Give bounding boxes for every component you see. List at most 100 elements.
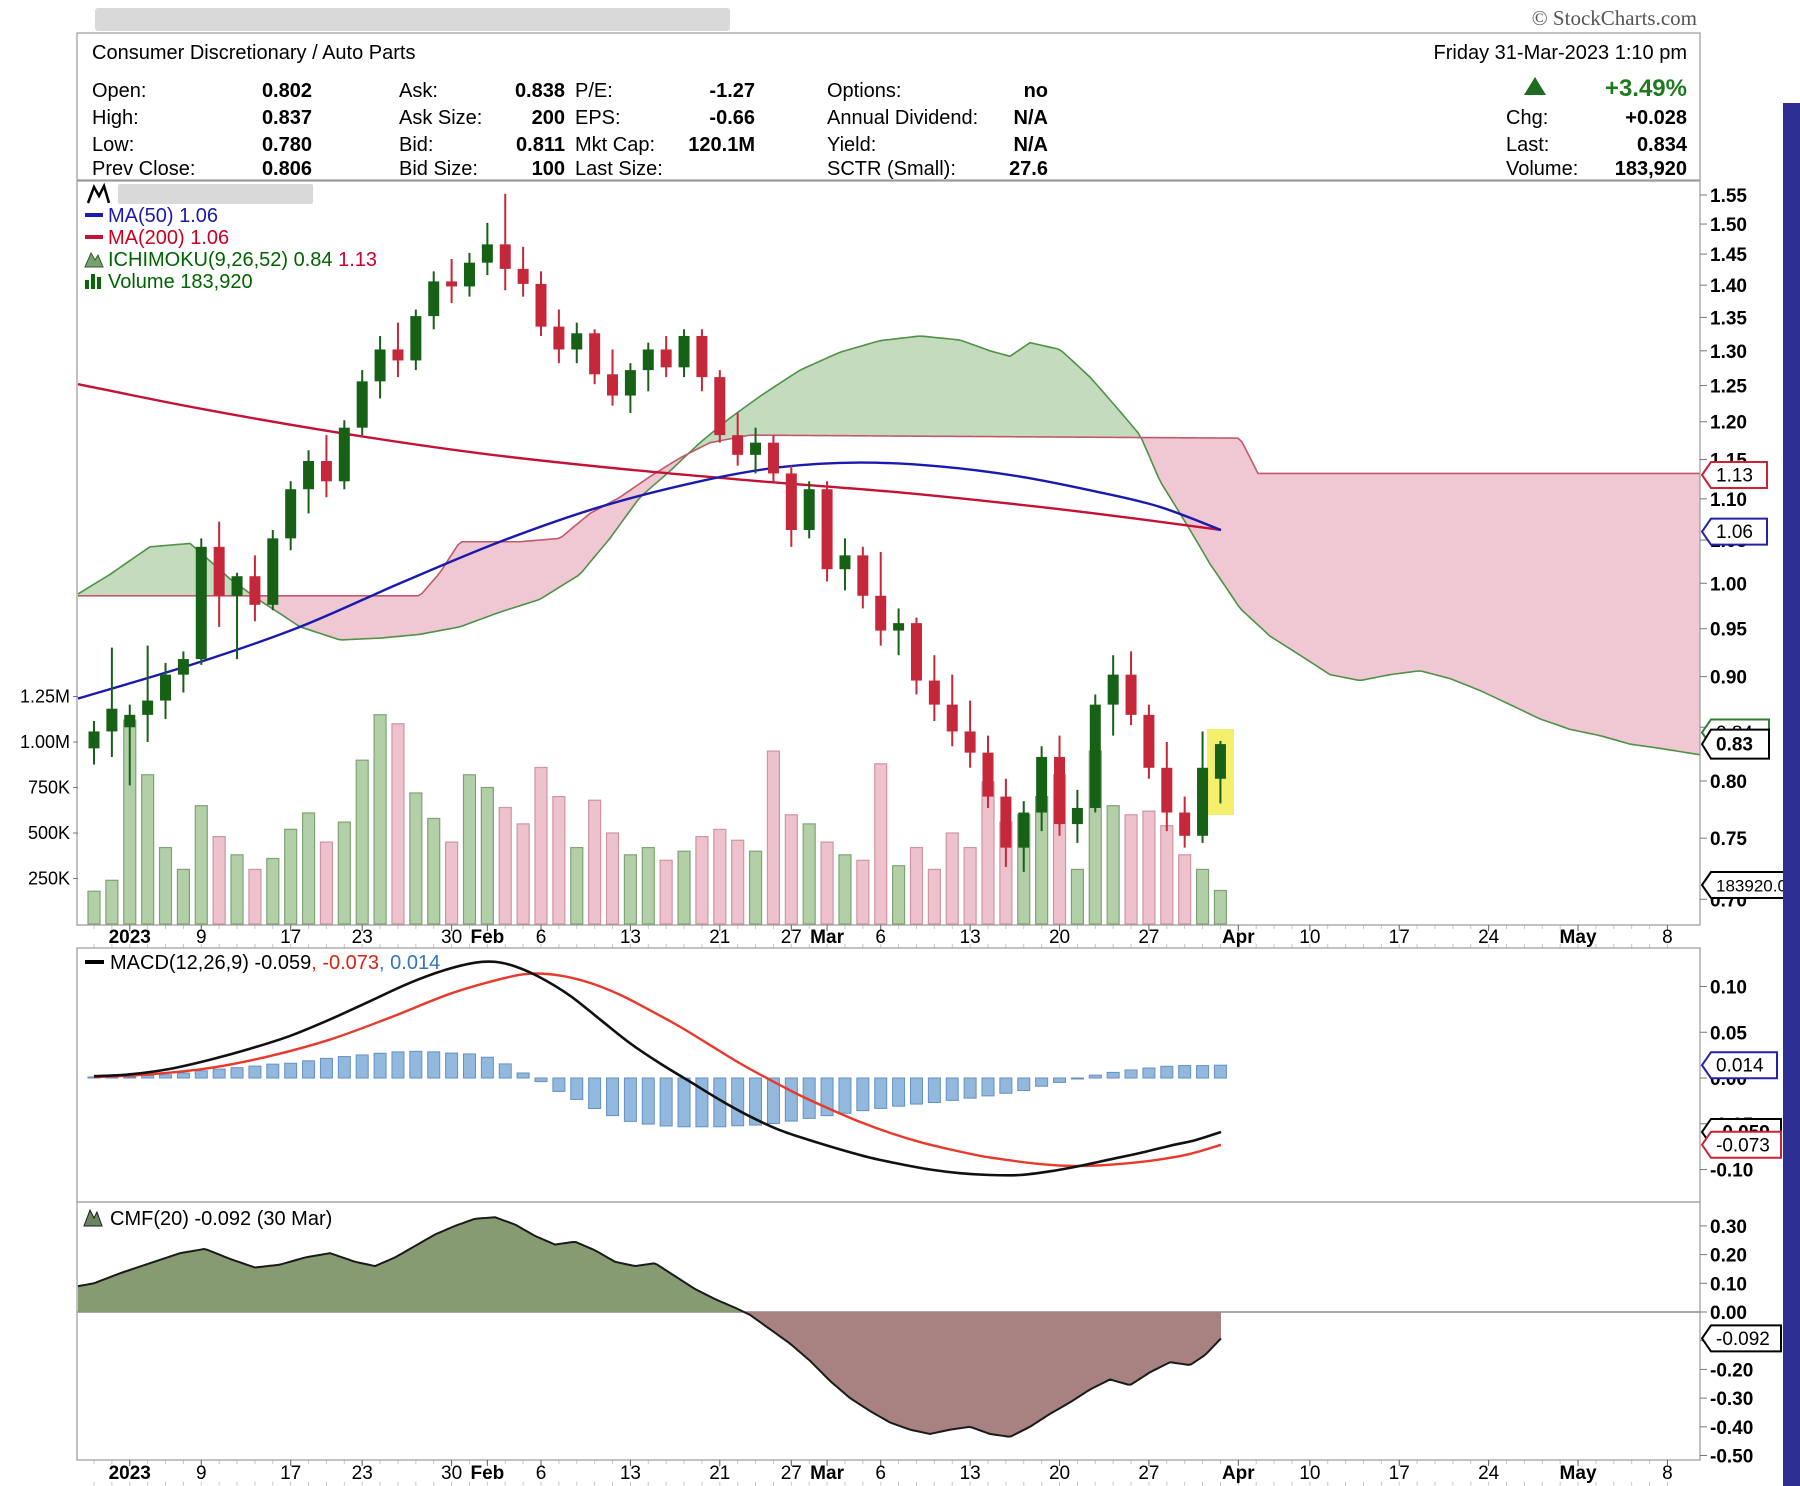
cmf-positive-area bbox=[687, 1283, 690, 1312]
axis-label: 1.40 bbox=[1710, 276, 1747, 297]
quote-value: 0.802 bbox=[262, 80, 312, 102]
cloud-pink-area bbox=[354, 595, 358, 640]
cloud-pink-area bbox=[1358, 473, 1362, 681]
cloud-pink-area bbox=[642, 479, 646, 496]
volume-bar bbox=[874, 763, 888, 925]
candle-body bbox=[499, 244, 511, 269]
candle-body bbox=[160, 674, 172, 701]
cloud-green-area bbox=[990, 350, 994, 437]
axis-label: 1.45 bbox=[1710, 245, 1747, 266]
cmf-positive-area bbox=[720, 1301, 723, 1312]
cloud-pink-area bbox=[1306, 473, 1310, 662]
macd-histogram-bar bbox=[159, 1074, 173, 1079]
macd-histogram-bar bbox=[856, 1077, 870, 1112]
candle-body bbox=[1018, 812, 1030, 848]
cmf-positive-area bbox=[216, 1253, 219, 1312]
cloud-pink-area bbox=[1246, 449, 1250, 618]
macd-histogram-bar bbox=[230, 1067, 244, 1079]
cmf-positive-area bbox=[525, 1230, 528, 1312]
cmf-negative-area bbox=[903, 1312, 906, 1429]
cloud-pink-area bbox=[1542, 473, 1546, 722]
volume-bar bbox=[945, 832, 959, 925]
cloud-green-area bbox=[770, 387, 774, 436]
cmf-negative-area bbox=[1143, 1312, 1146, 1377]
cloud-pink-area bbox=[1670, 473, 1674, 751]
cloud-pink-area bbox=[1338, 473, 1342, 678]
cloud-pink-area bbox=[586, 513, 590, 568]
macd-histogram-bar bbox=[677, 1077, 691, 1128]
cloud-pink-area bbox=[302, 595, 306, 629]
cmf-positive-area bbox=[93, 1282, 96, 1312]
cloud-pink-area bbox=[1610, 473, 1614, 740]
cloud-green-area bbox=[1006, 355, 1010, 437]
cloud-green-area bbox=[1010, 353, 1014, 437]
cloud-green-area bbox=[938, 337, 942, 437]
cmf-negative-area bbox=[1206, 1312, 1209, 1355]
cmf-negative-area bbox=[1218, 1312, 1221, 1342]
candle-body bbox=[1143, 714, 1155, 768]
cmf-negative-area bbox=[957, 1312, 960, 1429]
cmf-positive-area bbox=[171, 1255, 174, 1312]
axis-label: 13 bbox=[960, 927, 981, 948]
cmf-negative-area bbox=[864, 1312, 867, 1410]
cmf-legend-text: CMF(20) -0.092 (30 Mar) bbox=[110, 1208, 332, 1230]
cmf-positive-area bbox=[420, 1241, 423, 1312]
macd-histogram-bar bbox=[945, 1077, 959, 1101]
cmf-positive-area bbox=[477, 1218, 480, 1312]
vertical-scrollbar[interactable] bbox=[1783, 103, 1800, 1486]
cmf-negative-area bbox=[1017, 1312, 1020, 1434]
cloud-green-area bbox=[1038, 344, 1042, 437]
cloud-pink-area bbox=[1386, 473, 1390, 676]
cmf-positive-area bbox=[144, 1264, 147, 1312]
axis-label: 10 bbox=[1299, 1463, 1320, 1484]
cloud-pink-area bbox=[490, 541, 494, 616]
candle-body bbox=[928, 680, 940, 705]
candle-body bbox=[124, 714, 136, 728]
axis-label: 0.10 bbox=[1710, 978, 1747, 999]
cloud-green-area bbox=[858, 345, 862, 436]
cmf-positive-area bbox=[210, 1250, 213, 1312]
cloud-pink-area bbox=[1582, 473, 1586, 733]
cmf-negative-area bbox=[894, 1312, 897, 1426]
volume-bar bbox=[1195, 868, 1210, 925]
cmf-positive-area bbox=[651, 1263, 654, 1312]
cmf-positive-area bbox=[117, 1273, 120, 1312]
volume-bar bbox=[355, 759, 369, 925]
axis-tag-0.83 bbox=[1700, 728, 1770, 760]
candle-body bbox=[195, 546, 207, 660]
cloud-pink-area bbox=[334, 595, 338, 640]
quote-label: Annual Dividend: bbox=[827, 107, 978, 129]
cloud-pink-area bbox=[526, 540, 530, 604]
candle-body bbox=[678, 335, 690, 368]
cmf-negative-area bbox=[1131, 1312, 1134, 1385]
axis-label: 1.00 bbox=[1710, 574, 1747, 595]
cloud-green-area bbox=[754, 397, 758, 436]
macd-histogram-bar bbox=[284, 1062, 298, 1079]
axis-label: 8 bbox=[1662, 927, 1673, 948]
cloud-pink-area bbox=[1658, 473, 1662, 749]
cloud-green-area bbox=[146, 546, 150, 596]
cmf-negative-area bbox=[969, 1312, 972, 1428]
macd-histogram-bar bbox=[534, 1077, 548, 1083]
cloud-pink-area bbox=[1326, 473, 1330, 675]
cmf-positive-area bbox=[693, 1287, 696, 1312]
macd-histogram-bar bbox=[552, 1077, 566, 1092]
cloud-pink-area bbox=[534, 540, 538, 602]
cmf-positive-area bbox=[381, 1262, 384, 1312]
cmf-positive-area bbox=[291, 1260, 294, 1312]
cloud-pink-area bbox=[378, 595, 382, 639]
legend-text: Volume 183,920 bbox=[108, 271, 253, 293]
cmf-negative-area bbox=[873, 1312, 876, 1415]
candle-body bbox=[750, 442, 762, 455]
axis-tags: 1.131.060.840.83183920.00.014-0.059-0.07… bbox=[1700, 460, 1798, 1353]
cmf-outline bbox=[77, 1216, 1222, 1438]
cloud-green-area bbox=[846, 349, 850, 436]
cloud-green-area bbox=[986, 349, 990, 437]
cmf-positive-area bbox=[561, 1243, 564, 1312]
volume-bar bbox=[963, 846, 977, 925]
cloud-pink-area bbox=[614, 498, 618, 533]
cmf-negative-area bbox=[1074, 1312, 1077, 1400]
cmf-positive-area bbox=[282, 1263, 285, 1312]
cmf-positive-area bbox=[156, 1260, 159, 1312]
cloud-pink-area bbox=[1302, 473, 1306, 660]
